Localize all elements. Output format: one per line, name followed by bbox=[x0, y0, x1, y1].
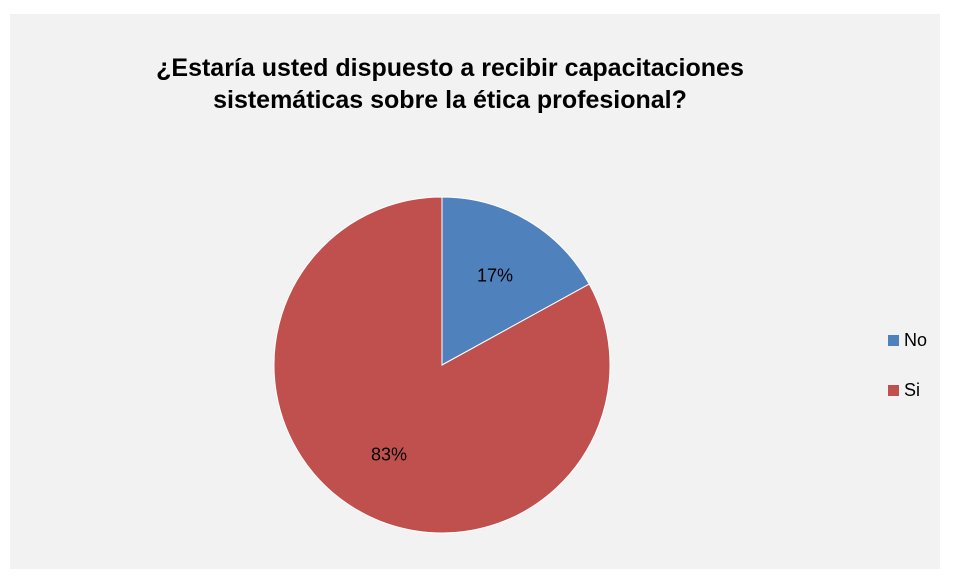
chart-title: ¿Estaría usted dispuesto a recibir capac… bbox=[110, 52, 790, 116]
chart-title-line-1: ¿Estaría usted dispuesto a recibir capac… bbox=[156, 54, 744, 82]
legend-swatch-no bbox=[888, 334, 899, 346]
chart-title-line-2: sistemáticas sobre la ética profesional? bbox=[213, 86, 687, 114]
legend-swatch-si bbox=[888, 384, 899, 396]
legend: No Si bbox=[888, 328, 927, 428]
pie-slice-no bbox=[441, 196, 590, 366]
legend-item-si: Si bbox=[888, 378, 927, 402]
data-label-si: 83% bbox=[371, 445, 407, 465]
legend-label-no: No bbox=[904, 329, 928, 350]
data-label-no: 17% bbox=[477, 265, 513, 285]
pie-slice-si bbox=[273, 196, 611, 534]
legend-item-no: No bbox=[888, 328, 927, 352]
legend-label-si: Si bbox=[904, 379, 921, 400]
